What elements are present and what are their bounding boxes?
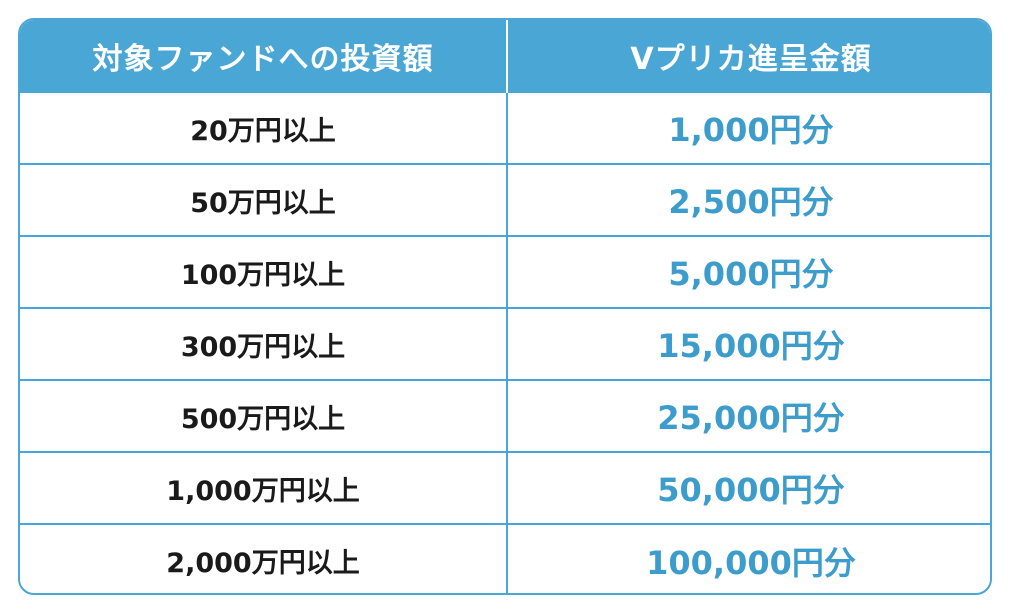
table-row: 100万円以上 5,000円分 xyxy=(20,235,990,308)
table-row: 2,000万円以上 100,000円分 xyxy=(20,523,990,593)
investment-threshold-cell: 50万円以上 xyxy=(20,163,508,236)
investment-threshold-cell: 100万円以上 xyxy=(20,235,508,308)
table-row: 50万円以上 2,500円分 xyxy=(20,163,990,236)
column-header-reward: Vプリカ進呈金額 xyxy=(507,20,990,92)
table-row: 1,000万円以上 50,000円分 xyxy=(20,451,990,524)
column-header-investment: 対象ファンドへの投資額 xyxy=(20,20,508,92)
reward-amount-cell: 5,000円分 xyxy=(507,235,990,308)
table-row: 500万円以上 25,000円分 xyxy=(20,379,990,452)
investment-threshold-cell: 300万円以上 xyxy=(20,307,508,380)
reward-amount-cell: 2,500円分 xyxy=(507,163,990,236)
investment-threshold-cell: 20万円以上 xyxy=(20,91,508,164)
table-header-row: 対象ファンドへの投資額 Vプリカ進呈金額 xyxy=(20,20,990,92)
table-row: 300万円以上 15,000円分 xyxy=(20,307,990,380)
investment-threshold-cell: 2,000万円以上 xyxy=(20,523,508,593)
table-row: 20万円以上 1,000円分 xyxy=(20,91,990,164)
reward-amount-cell: 1,000円分 xyxy=(507,91,990,164)
reward-amount-cell: 25,000円分 xyxy=(507,379,990,452)
reward-amount-cell: 15,000円分 xyxy=(507,307,990,380)
reward-amount-cell: 100,000円分 xyxy=(507,523,990,593)
investment-threshold-cell: 500万円以上 xyxy=(20,379,508,452)
reward-table: 対象ファンドへの投資額 Vプリカ進呈金額 20万円以上 1,000円分 50万円… xyxy=(18,18,992,595)
reward-table-grid: 対象ファンドへの投資額 Vプリカ進呈金額 20万円以上 1,000円分 50万円… xyxy=(20,20,990,593)
investment-threshold-cell: 1,000万円以上 xyxy=(20,451,508,524)
reward-amount-cell: 50,000円分 xyxy=(507,451,990,524)
